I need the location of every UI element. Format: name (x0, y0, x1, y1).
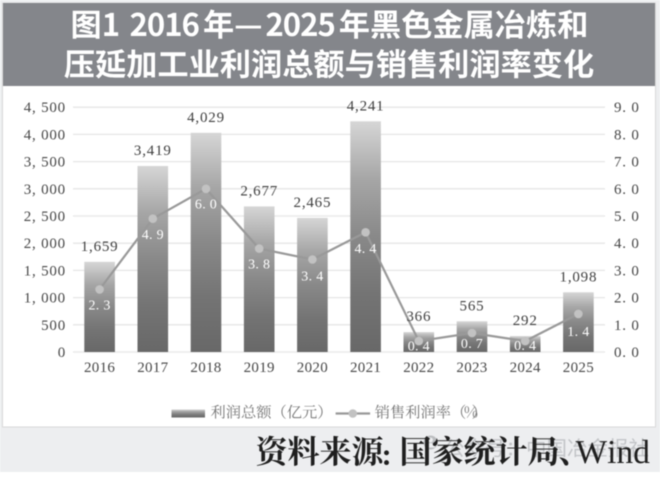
svg-text:2023: 2023 (456, 360, 487, 376)
svg-text:0: 0 (58, 345, 66, 361)
svg-text:2,465: 2,465 (294, 195, 332, 211)
svg-text:2016: 2016 (84, 360, 115, 376)
svg-text:3,419: 3,419 (134, 143, 172, 159)
svg-text:4. 4: 4. 4 (354, 242, 376, 257)
svg-text:1, 500: 1, 500 (24, 263, 66, 279)
svg-text:2024: 2024 (510, 360, 541, 376)
svg-text:2019: 2019 (244, 360, 275, 376)
svg-text:366: 366 (406, 309, 431, 325)
svg-text:4,029: 4,029 (187, 110, 225, 126)
svg-text:565: 565 (460, 298, 485, 314)
svg-text:2025: 2025 (563, 360, 594, 376)
svg-text:2018: 2018 (190, 360, 221, 376)
svg-text:2022: 2022 (403, 360, 434, 376)
svg-text:2,677: 2,677 (240, 183, 278, 199)
svg-text:4. 0: 4. 0 (614, 236, 640, 252)
svg-text:0. 0: 0. 0 (614, 345, 640, 361)
svg-text:1,098: 1,098 (560, 269, 598, 285)
svg-text:0. 4: 0. 4 (514, 339, 536, 354)
svg-text:292: 292 (513, 313, 538, 329)
svg-text:4, 000: 4, 000 (24, 127, 66, 143)
svg-text:5. 0: 5. 0 (614, 209, 640, 225)
svg-text:3. 0: 3. 0 (614, 263, 640, 279)
svg-text:2, 500: 2, 500 (24, 209, 66, 225)
svg-text:9. 0: 9. 0 (614, 100, 640, 116)
svg-text:3. 4: 3. 4 (301, 270, 323, 285)
svg-text:1. 0: 1. 0 (614, 318, 640, 334)
svg-text:1,659: 1,659 (81, 239, 119, 255)
svg-text:2017: 2017 (137, 360, 168, 376)
svg-text:3. 8: 3. 8 (248, 258, 270, 273)
svg-text:4, 500: 4, 500 (24, 100, 66, 116)
svg-text:2020: 2020 (297, 360, 328, 376)
svg-text:4. 9: 4. 9 (142, 228, 164, 243)
svg-text:7. 0: 7. 0 (614, 155, 640, 171)
svg-text:3, 000: 3, 000 (24, 182, 66, 198)
svg-text:1, 000: 1, 000 (24, 291, 66, 307)
svg-text:6. 0: 6. 0 (614, 182, 640, 198)
svg-text:4,241: 4,241 (347, 98, 385, 114)
svg-text:1. 4: 1. 4 (567, 325, 589, 340)
svg-text:500: 500 (41, 318, 66, 334)
svg-text:2. 3: 2. 3 (88, 299, 110, 314)
svg-text:3, 500: 3, 500 (24, 155, 66, 171)
svg-text:0. 7: 0. 7 (461, 337, 483, 352)
svg-text:2021: 2021 (350, 360, 381, 376)
svg-text:8. 0: 8. 0 (614, 127, 640, 143)
svg-text:2, 000: 2, 000 (24, 236, 66, 252)
svg-text:0. 4: 0. 4 (408, 340, 430, 355)
svg-text:2. 0: 2. 0 (614, 291, 640, 307)
svg-text:6. 0: 6. 0 (195, 198, 217, 213)
